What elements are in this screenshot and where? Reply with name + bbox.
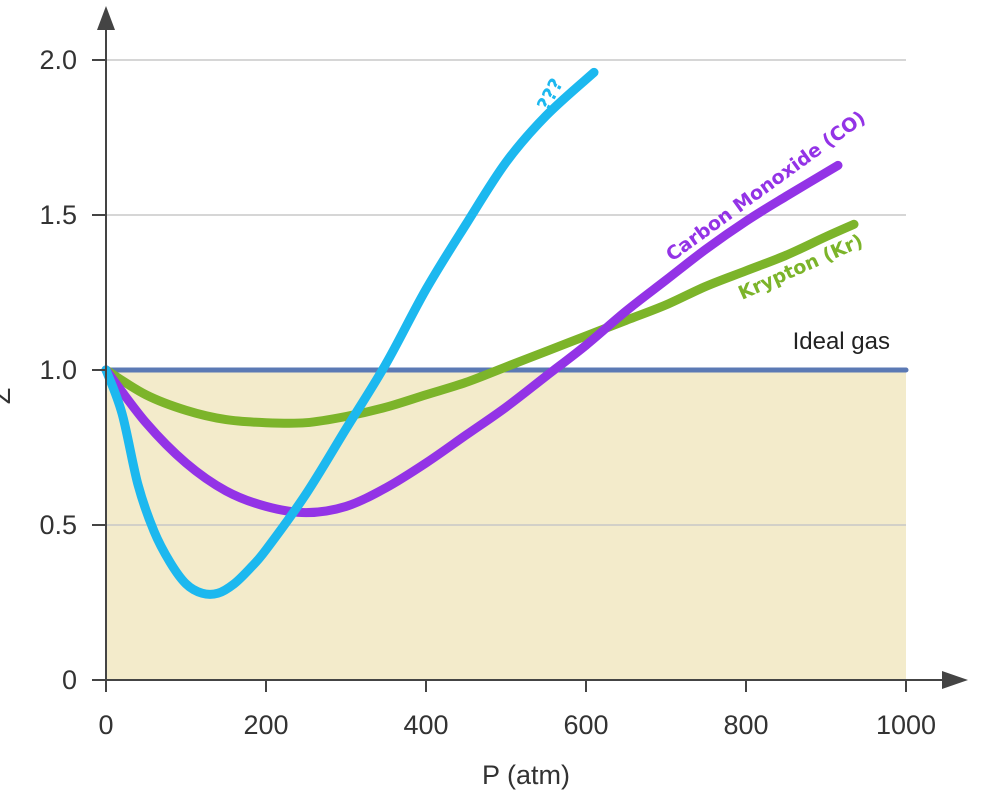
- x-tick-label: 800: [723, 710, 768, 740]
- y-tick-label: 0.5: [39, 510, 77, 540]
- y-tick-label: 0: [62, 665, 77, 695]
- axes: [97, 6, 968, 689]
- y-tick-label: 2.0: [39, 45, 77, 75]
- series-line-krypton-kr: [101, 219, 859, 428]
- y-tick-label: 1.5: [39, 200, 77, 230]
- y-axis-title: Z: [0, 388, 16, 405]
- x-tick-label: 200: [243, 710, 288, 740]
- x-tick-label: 1000: [876, 710, 936, 740]
- series-lines: [101, 67, 909, 599]
- series-line-: [101, 67, 599, 599]
- x-tick-label: 0: [98, 710, 113, 740]
- x-tick-label: 400: [403, 710, 448, 740]
- y-tick-label: 1.0: [39, 355, 77, 385]
- y-axis-arrow: [97, 6, 115, 30]
- unknown-gas-label: ???: [533, 75, 568, 115]
- x-tick-label: 600: [563, 710, 608, 740]
- x-axis-arrow: [942, 671, 968, 689]
- x-axis-title: P (atm): [482, 760, 570, 790]
- ticks: 0 0.5 1.0 1.5 2.0 0 200 400 600 800 1000: [39, 45, 936, 740]
- ideal-gas-label: Ideal gas: [793, 328, 890, 355]
- series-line-carbon-monoxide-co: [101, 160, 843, 518]
